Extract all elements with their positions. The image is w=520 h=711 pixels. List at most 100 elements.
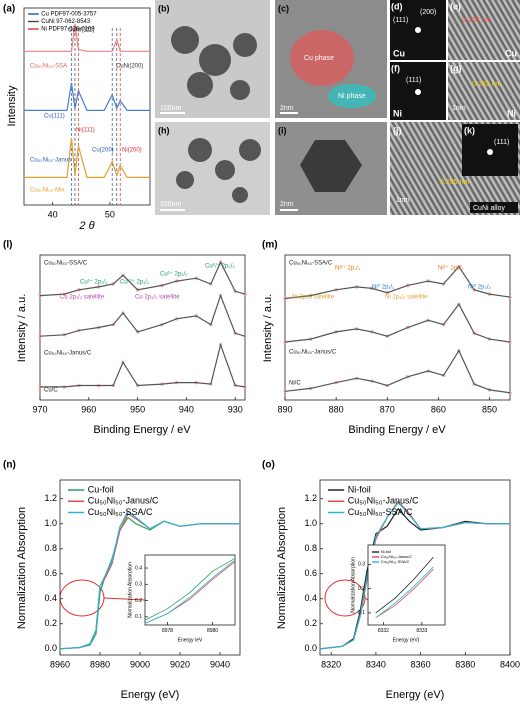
panel-label: (f) [391,63,400,73]
annotation: Ni 2p₁/₂ satellite [292,295,335,301]
legend-label: Cu₅₀Ni₅₀-SSA/C [88,507,153,517]
panel-label: (m) [262,240,278,251]
data-point [38,293,42,298]
phase-label: Ni phase [338,93,366,100]
x-tick-label: 860 [431,404,446,414]
plane-label: (200) [420,9,436,16]
data-point [243,385,247,389]
y-tick-label: 1.0 [304,518,317,528]
x-tick-label: 8320 [321,659,341,669]
annotation: Ni/C [289,381,301,387]
particle [300,140,362,192]
y-axis-label: Intensity [6,85,18,126]
annotation: Ni⁰ 2p₃/₂ [468,284,492,291]
spacing-label: 0.205 nm [440,179,469,186]
x-tick-label: 8340 [366,659,386,669]
spacing-label: 0.206 nm [462,17,491,24]
y-tick-label: 0.3 [358,562,365,568]
series-line [284,265,511,300]
x-tick-label: 890 [277,404,292,414]
scale-label: 1nm [452,105,466,112]
particles [176,138,261,203]
x-tick-label: 8380 [455,659,475,669]
annotation: Ni⁰ 2p₁/₂ [372,284,395,291]
series-line [24,137,150,178]
y-tick-label: 0.2 [358,586,365,592]
panel-label: (h) [158,125,170,135]
x-axis-label: Energy (eV) [393,637,420,643]
y-tick-label: 0.6 [304,568,317,578]
x-axis-label: Binding Energy / eV [93,424,191,436]
y-tick-label: 1.2 [44,493,57,503]
x-tick-label: 8960 [50,659,70,669]
scale-label: 100nm [160,105,182,112]
x-tick-label: 940 [179,404,194,414]
annotation: CuNi(200) [116,64,143,70]
panel-label: (j) [393,125,402,135]
x-axis-label: Energy (eV) [386,689,445,701]
x-tick-label: 40 [48,209,58,219]
annotation: Cu(200) [92,148,114,154]
y-axis-label: Normalization Absorption [16,507,28,629]
legend-label: Cu₅₀Ni₅₀-Janus/C [381,554,413,559]
x-axis-label: Energy (eV) [121,689,180,701]
legend-label: Cu₅₀Ni₅₀-SSA/C [381,559,410,564]
x-tick-label: 950 [130,404,145,414]
annotation: Cu⁰/⁺ 2p₃/₂ [205,263,235,270]
panel-label: (o) [262,460,275,471]
fft-spot [487,149,493,155]
annotation: CuNi(111) [68,28,94,34]
annotation: Cu₅₀Ni₅₀-SSA [30,64,67,70]
scale-label: 100nm [160,201,182,208]
x-tick-label: 8333 [416,628,427,634]
element-label: Ni [393,108,402,118]
y-tick-label: 0.2 [44,618,57,628]
x-tick-label: 960 [81,404,96,414]
series-line [24,82,150,111]
legend-label: Cu₅₀Ni₅₀-Janus/C [88,496,159,506]
plot-frame [144,554,236,626]
x-tick-label: 8978 [162,628,173,634]
series-line [375,568,434,619]
plane-label: (111) [393,17,408,24]
annotation: Cu 2p₃/₂ satellite [135,295,180,301]
micrograph [448,0,520,60]
ni-phase [328,84,376,108]
y-axis-label: Intensity / a.u. [16,294,28,362]
series-line [319,501,510,650]
series-line [375,556,434,614]
series-line [284,303,511,343]
y-tick-label: 0.2 [135,598,142,604]
annotation: Cu₅₀Ni₅₀-SSA/C [44,261,88,267]
scale-label: 2nm [280,105,294,112]
legend-label: Cu₅₀Ni₅₀-Janus/C [348,496,419,506]
connector [364,597,369,601]
particles [171,26,257,100]
y-axis-label: Normalization Absorption [127,562,133,618]
x-tick-label: 970 [32,404,47,414]
annotation: Cu(111) [44,114,65,120]
spacing-label: 0.203 nm [472,81,501,88]
y-tick-label: 0.8 [44,543,57,553]
annotation: Cu⁰/⁺ 2p₁/₂ [120,279,150,286]
annotation: Ni(200) [122,148,142,154]
element-label: Cu [393,48,405,58]
annotation: Cu²⁺ 2p₃/₂ [160,271,188,278]
legend-label: Ni-foil [348,484,371,494]
panel-label: (k) [464,125,475,135]
element-label: Cu [505,48,517,58]
series-line [144,559,236,624]
annotation: Cu₅₀Ni₅₀-Janus/C [44,351,92,357]
element-label: Ni [507,108,516,118]
y-axis-label: Intensity / a.u. [262,294,274,362]
panel-label: (b) [158,3,170,13]
plane-label: (111) [494,139,509,146]
y-tick-label: 0.3 [135,582,142,588]
y-tick-label: 0.8 [304,543,317,553]
scale-label: 1nm [396,197,410,204]
x-tick-label: 870 [380,404,395,414]
legend-label: Cu PDF97-005-3757 [41,12,97,18]
x-tick-label: 8980 [207,628,218,634]
y-tick-label: 0.4 [44,593,57,603]
